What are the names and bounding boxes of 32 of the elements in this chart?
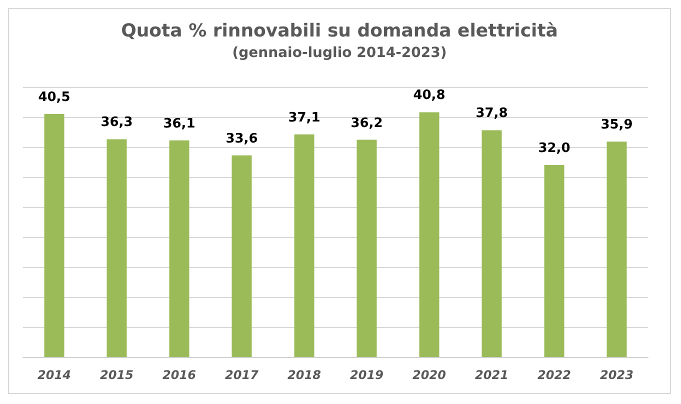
x-tick-label: 2015 xyxy=(100,368,134,382)
data-label: 36,2 xyxy=(350,116,383,131)
data-label: 36,3 xyxy=(100,115,133,130)
bar xyxy=(44,114,64,357)
x-tick-label: 2020 xyxy=(412,368,446,382)
bar xyxy=(232,155,252,357)
bar xyxy=(482,130,502,357)
bar xyxy=(169,140,190,357)
bar xyxy=(106,139,127,357)
data-label: 32,0 xyxy=(538,141,570,156)
x-tick-label: 2017 xyxy=(225,368,260,382)
x-tick-label: 2022 xyxy=(538,368,571,382)
data-label: 37,1 xyxy=(288,110,320,126)
x-tick-label: 2019 xyxy=(350,368,384,382)
chart-subtitle: (gennaio-luglio 2014-2023) xyxy=(232,45,447,61)
data-label: 36,1 xyxy=(163,116,196,132)
x-tick-label: 2023 xyxy=(600,368,634,382)
x-tick-label: 2018 xyxy=(288,368,321,382)
chart-title: Quota % rinnovabili su domanda elettricità xyxy=(121,20,558,42)
x-tick-label: 2014 xyxy=(38,368,71,382)
bar xyxy=(294,134,314,357)
bar xyxy=(606,142,627,357)
data-label: 37,8 xyxy=(476,106,508,122)
data-label: 35,9 xyxy=(600,118,633,133)
bar xyxy=(419,112,440,357)
x-tick-label: 2021 xyxy=(475,368,508,382)
data-label: 40,8 xyxy=(413,88,446,104)
bar xyxy=(544,165,564,357)
bar xyxy=(356,140,377,357)
data-label: 33,6 xyxy=(226,131,258,146)
x-tick-label: 2016 xyxy=(162,368,196,382)
data-label: 40,5 xyxy=(38,90,70,105)
